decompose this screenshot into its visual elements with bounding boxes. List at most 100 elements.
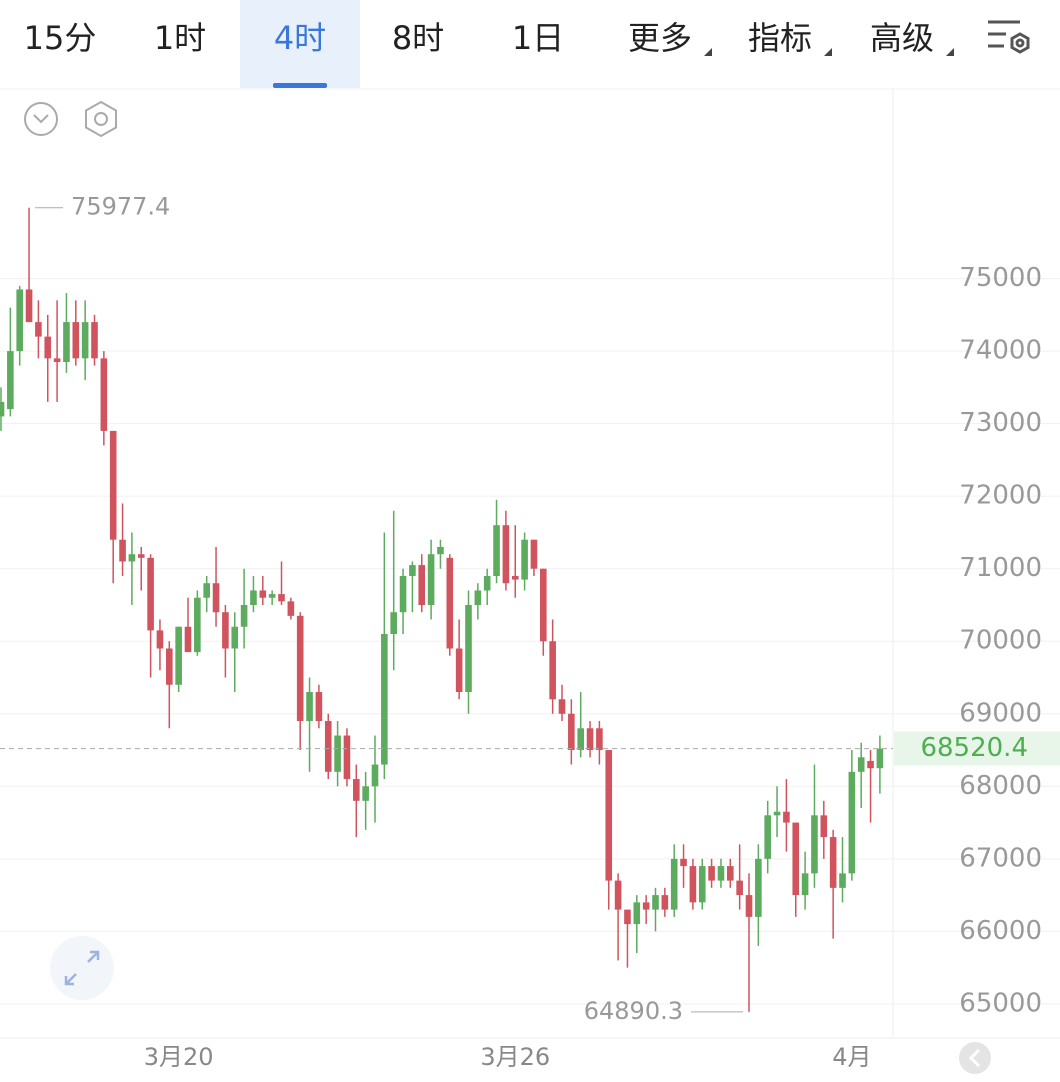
candle-body [446, 557, 454, 649]
candle-body [418, 565, 426, 605]
candle-body [362, 786, 369, 801]
candle-body [324, 721, 332, 772]
candle-body [147, 557, 154, 631]
candle-body [72, 322, 80, 359]
candle-body [596, 728, 603, 751]
y-tick-label: 72000 [959, 481, 1042, 511]
x-tick-label: 4月 [832, 1043, 871, 1071]
settings-icon[interactable] [988, 20, 1030, 54]
candle-body [381, 633, 388, 765]
candle-body [633, 902, 641, 925]
x-tick-label: 3月26 [480, 1043, 550, 1071]
candle-body [109, 430, 117, 540]
candle-body [483, 575, 491, 591]
tab[interactable]: 指标 [748, 19, 812, 57]
last-price-label: 68520.4 [920, 733, 1028, 763]
candle-body [81, 322, 89, 359]
candle-body [7, 351, 14, 410]
candle-body [820, 815, 828, 838]
candle-body [549, 641, 556, 700]
candle-body [203, 583, 210, 598]
candle-body [642, 902, 650, 910]
candle-body [558, 699, 566, 714]
settings-button[interactable] [85, 100, 117, 138]
candle-body [399, 575, 407, 613]
candle-body [857, 757, 865, 772]
menu-caret [946, 48, 954, 56]
candle-body [231, 626, 239, 649]
candle-body [315, 692, 323, 722]
candle-body [53, 358, 61, 362]
candle-body [91, 322, 98, 359]
candle-body [465, 604, 472, 693]
candle-body [670, 858, 678, 910]
y-tick-label: 71000 [959, 553, 1042, 583]
candle-body [792, 822, 800, 896]
candle-body [717, 866, 725, 881]
candle-body [371, 764, 379, 787]
candle-body [474, 590, 482, 605]
candle-body [409, 565, 416, 576]
candle-body [334, 735, 341, 772]
candle-body [698, 866, 706, 903]
candle-body [493, 525, 500, 576]
candle-body [773, 811, 781, 816]
candle-body [605, 750, 613, 881]
k-button[interactable] [959, 1042, 991, 1074]
candle-body [353, 779, 360, 801]
candle-body [540, 568, 547, 642]
candle-body [811, 815, 818, 874]
candle-body [278, 594, 285, 602]
candle-body [240, 604, 248, 627]
y-tick-label: 66000 [959, 916, 1042, 946]
y-tick-label: 65000 [959, 988, 1042, 1018]
candle-body [577, 728, 584, 751]
y-tick-label: 70000 [959, 626, 1042, 656]
y-tick-label: 69000 [959, 698, 1042, 728]
menu-caret [824, 48, 832, 56]
candle-body [745, 895, 753, 917]
candle-body [119, 539, 126, 562]
y-tick-label: 73000 [959, 408, 1042, 438]
y-tick-label: 68000 [959, 771, 1042, 801]
candle-body [25, 289, 33, 323]
candle-body [100, 358, 108, 431]
candle-body [783, 811, 790, 823]
candle-body [568, 713, 575, 751]
tab[interactable]: 4时 [274, 19, 326, 57]
collapse-button[interactable] [24, 102, 58, 136]
candle-body [212, 583, 220, 613]
candle-body [708, 866, 715, 881]
candle-body [727, 866, 734, 881]
candle-body [755, 858, 762, 917]
candle-body [829, 837, 837, 888]
tab-bar [0, 0, 1060, 88]
candle-body [128, 554, 136, 562]
candle-body [502, 525, 510, 584]
tab[interactable]: 高级 [870, 19, 934, 57]
candle-body [0, 401, 5, 417]
tab[interactable]: 8时 [392, 19, 444, 57]
candle-body [521, 539, 528, 580]
candle-body [296, 615, 304, 722]
tab[interactable]: 15分 [24, 19, 97, 57]
candle-body [689, 866, 697, 903]
tab[interactable]: 1时 [154, 19, 206, 57]
candle-body [839, 873, 846, 888]
candle-body [390, 612, 397, 634]
candle-body [166, 648, 173, 685]
candle-body [35, 322, 42, 337]
candle-body [63, 322, 70, 362]
tab[interactable]: 1日 [512, 19, 564, 57]
y-tick-label: 74000 [959, 336, 1042, 366]
y-tick-label: 75000 [959, 263, 1042, 293]
candle-body [801, 873, 809, 896]
tab[interactable]: 更多 [628, 19, 692, 57]
candle-body [16, 289, 23, 352]
candle-body [624, 909, 631, 925]
max-label: 75977.4 [71, 193, 170, 221]
candle-body [156, 630, 164, 649]
last-price-tag [894, 731, 1060, 766]
fullscreen-button[interactable] [50, 936, 114, 1000]
